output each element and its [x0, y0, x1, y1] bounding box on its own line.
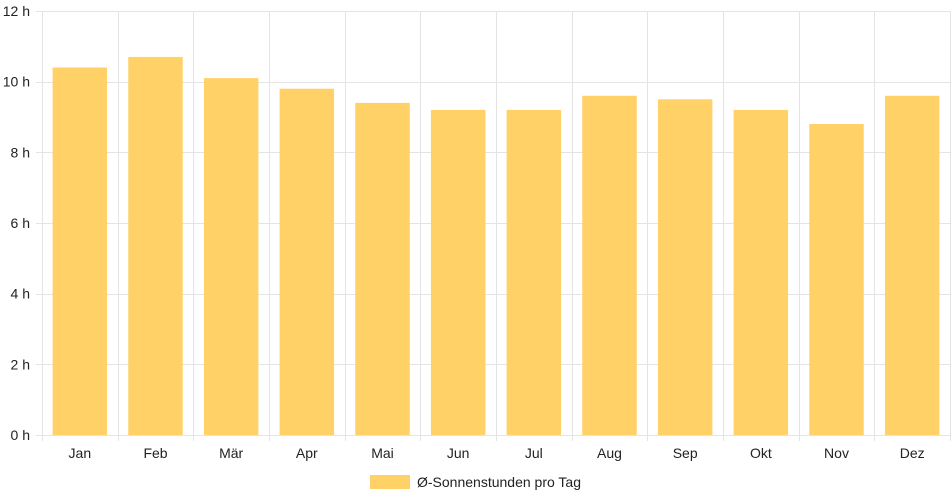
- y-tick-label-3: 6 h: [11, 215, 30, 231]
- y-tick-label-2: 4 h: [11, 286, 30, 302]
- legend-swatch[interactable]: [370, 475, 410, 489]
- x-tick-label-nov: Nov: [824, 445, 849, 461]
- y-axis-ticks: 0 h 2 h 4 h 6 h 8 h 10 h 12 h: [3, 3, 30, 443]
- x-tick-label-mär: Mär: [219, 445, 243, 461]
- bar-dez[interactable]: [884, 95, 940, 436]
- x-tick-label-jul: Jul: [525, 445, 543, 461]
- x-axis-ticks: Jan Feb Mär Apr Mai Jun Jul Aug Sep Okt Nov Dez: [69, 445, 925, 461]
- x-tick-label-sep: Sep: [673, 445, 698, 461]
- bar-sep[interactable]: [657, 99, 713, 435]
- y-tick-label-4: 8 h: [11, 144, 30, 160]
- x-tick-label-aug: Aug: [597, 445, 622, 461]
- x-tick-label-dez: Dez: [900, 445, 925, 461]
- bar-apr[interactable]: [279, 88, 335, 435]
- x-tick-label-jun: Jun: [447, 445, 470, 461]
- bar-okt[interactable]: [733, 109, 789, 435]
- y-tick-label-1: 2 h: [11, 356, 30, 372]
- bar-nov[interactable]: [809, 124, 864, 436]
- grid-lines: [36, 11, 951, 441]
- bar-jun[interactable]: [430, 109, 486, 435]
- x-tick-label-okt: Okt: [750, 445, 772, 461]
- bar-jul[interactable]: [506, 109, 562, 435]
- bar-aug[interactable]: [582, 95, 637, 436]
- legend[interactable]: Ø-Sonnenstunden pro Tag: [370, 474, 581, 490]
- y-tick-label-5: 10 h: [3, 74, 30, 90]
- x-tick-label-feb: Feb: [143, 445, 167, 461]
- bar-mai[interactable]: [355, 102, 410, 435]
- bar-feb[interactable]: [128, 56, 183, 435]
- x-tick-label-mai: Mai: [371, 445, 394, 461]
- y-tick-label-6: 12 h: [3, 3, 30, 19]
- x-tick-label-apr: Apr: [296, 445, 318, 461]
- bar-mär[interactable]: [203, 78, 259, 435]
- legend-label[interactable]: Ø-Sonnenstunden pro Tag: [417, 474, 581, 490]
- bar-jan[interactable]: [52, 67, 108, 436]
- bars: [52, 56, 940, 436]
- y-tick-label-0: 0 h: [11, 427, 30, 443]
- x-tick-label-jan: Jan: [69, 445, 92, 461]
